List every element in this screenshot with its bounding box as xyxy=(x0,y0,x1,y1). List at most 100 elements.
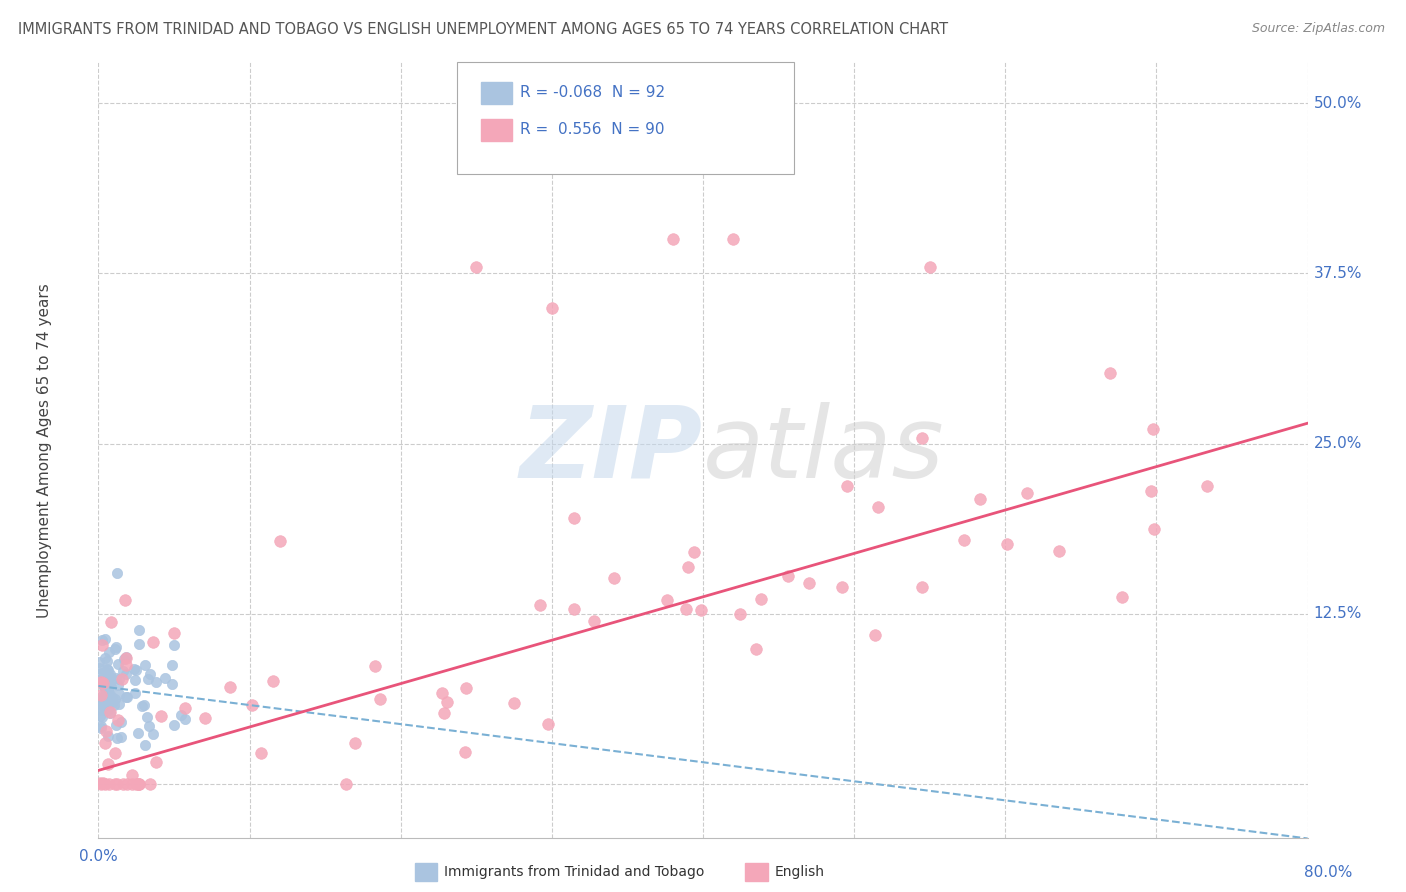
Point xyxy=(91,675,114,690)
Point xyxy=(675,602,697,616)
Point xyxy=(97,729,120,743)
Point xyxy=(430,686,453,700)
Point xyxy=(108,697,131,711)
Point xyxy=(115,690,138,704)
Point xyxy=(127,777,149,791)
Point xyxy=(110,715,132,730)
Point xyxy=(94,632,117,647)
Point xyxy=(112,664,135,678)
Point xyxy=(105,566,128,580)
Point xyxy=(111,672,134,686)
Point xyxy=(103,698,125,712)
Point xyxy=(562,602,585,616)
Point xyxy=(128,638,150,652)
Point xyxy=(93,679,115,693)
Point xyxy=(368,692,391,706)
Point xyxy=(1047,544,1070,558)
Point xyxy=(121,768,143,782)
Point xyxy=(96,681,118,696)
Point xyxy=(831,580,853,594)
Point xyxy=(142,634,165,648)
Point xyxy=(97,703,120,717)
Point xyxy=(101,690,124,704)
Point xyxy=(364,658,387,673)
Point xyxy=(89,698,111,713)
Text: 37.5%: 37.5% xyxy=(1313,266,1362,281)
Point xyxy=(1140,483,1163,498)
Point xyxy=(98,690,121,705)
Point xyxy=(91,776,114,790)
Point xyxy=(163,717,186,731)
Point xyxy=(139,777,162,791)
Point xyxy=(797,575,820,590)
Point xyxy=(454,746,477,760)
Point xyxy=(160,677,183,691)
Point xyxy=(173,712,195,726)
Point xyxy=(100,615,122,629)
Point xyxy=(107,657,129,671)
Point xyxy=(169,708,191,723)
Point xyxy=(262,674,284,689)
Point xyxy=(91,710,114,724)
Point xyxy=(343,736,366,750)
Point xyxy=(995,537,1018,551)
Point xyxy=(125,777,148,791)
Point xyxy=(1111,590,1133,604)
Point xyxy=(93,777,115,791)
Point xyxy=(97,663,120,677)
Point xyxy=(433,706,456,720)
Point xyxy=(90,666,112,681)
Point xyxy=(1142,422,1164,436)
Point xyxy=(250,747,273,761)
Point xyxy=(335,777,357,791)
Point xyxy=(661,232,683,246)
Point xyxy=(132,698,155,712)
Point xyxy=(128,777,150,791)
Point xyxy=(138,673,160,687)
Point xyxy=(690,603,713,617)
Point xyxy=(115,777,138,791)
Point xyxy=(104,642,127,657)
Point xyxy=(101,695,124,709)
Point xyxy=(90,721,112,735)
Point xyxy=(456,681,478,695)
Point xyxy=(91,703,114,717)
Text: 25.0%: 25.0% xyxy=(1313,436,1362,451)
Point xyxy=(537,717,560,731)
Text: IMMIGRANTS FROM TRINIDAD AND TOBAGO VS ENGLISH UNEMPLOYMENT AMONG AGES 65 TO 74 : IMMIGRANTS FROM TRINIDAD AND TOBAGO VS E… xyxy=(18,22,949,37)
Point xyxy=(866,500,889,514)
Point xyxy=(90,675,112,690)
Point xyxy=(104,746,127,760)
Point xyxy=(122,662,145,676)
Point xyxy=(114,651,136,665)
Point xyxy=(96,662,118,676)
Point xyxy=(124,673,146,687)
Point xyxy=(98,678,121,692)
Point xyxy=(911,431,934,445)
Point xyxy=(723,232,745,246)
Point xyxy=(240,698,263,712)
Point xyxy=(89,708,111,723)
Point xyxy=(97,756,120,771)
Point xyxy=(97,692,120,706)
Point xyxy=(562,511,585,525)
Point xyxy=(163,638,186,652)
Point xyxy=(142,726,165,740)
Point xyxy=(863,628,886,642)
Text: 12.5%: 12.5% xyxy=(1313,607,1362,622)
Point xyxy=(89,695,111,709)
Point xyxy=(97,777,120,791)
Point xyxy=(94,703,117,717)
Point xyxy=(1017,486,1039,500)
Text: R = -0.068  N = 92: R = -0.068 N = 92 xyxy=(520,86,665,100)
Point xyxy=(134,738,156,752)
Point xyxy=(115,690,138,705)
Text: Immigrants from Trinidad and Tobago: Immigrants from Trinidad and Tobago xyxy=(444,865,704,880)
Point xyxy=(150,709,173,723)
Text: ZIP: ZIP xyxy=(520,402,703,499)
Point xyxy=(98,705,121,719)
Point xyxy=(87,673,110,688)
Point xyxy=(134,658,156,673)
Point xyxy=(540,301,562,315)
Point xyxy=(910,580,932,594)
